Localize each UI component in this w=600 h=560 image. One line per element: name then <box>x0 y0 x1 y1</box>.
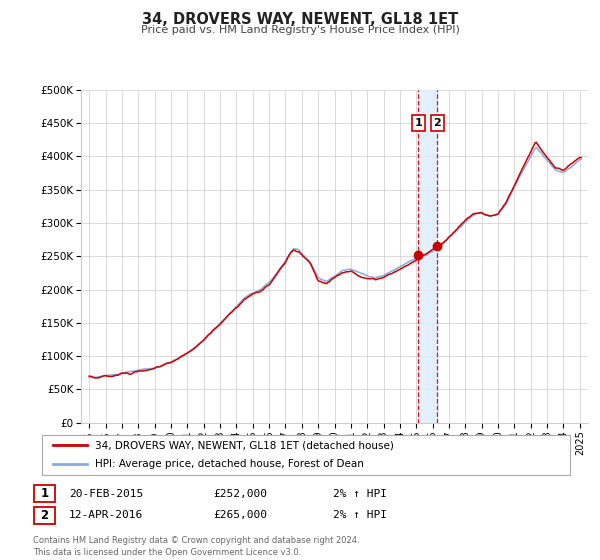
Bar <box>418 90 437 423</box>
Text: Contains HM Land Registry data © Crown copyright and database right 2024.: Contains HM Land Registry data © Crown c… <box>33 536 359 545</box>
Text: 1: 1 <box>415 118 422 128</box>
Text: 34, DROVERS WAY, NEWENT, GL18 1ET (detached house): 34, DROVERS WAY, NEWENT, GL18 1ET (detac… <box>95 441 394 450</box>
Text: £265,000: £265,000 <box>213 510 267 520</box>
Text: 34, DROVERS WAY, NEWENT, GL18 1ET: 34, DROVERS WAY, NEWENT, GL18 1ET <box>142 12 458 27</box>
Text: 2: 2 <box>433 118 441 128</box>
Text: 2% ↑ HPI: 2% ↑ HPI <box>333 510 387 520</box>
Text: Price paid vs. HM Land Registry's House Price Index (HPI): Price paid vs. HM Land Registry's House … <box>140 25 460 35</box>
Text: 12-APR-2016: 12-APR-2016 <box>69 510 143 520</box>
Text: 2: 2 <box>40 508 49 522</box>
Text: 20-FEB-2015: 20-FEB-2015 <box>69 489 143 499</box>
Text: 1: 1 <box>40 487 49 501</box>
Text: 2% ↑ HPI: 2% ↑ HPI <box>333 489 387 499</box>
Text: This data is licensed under the Open Government Licence v3.0.: This data is licensed under the Open Gov… <box>33 548 301 557</box>
Text: £252,000: £252,000 <box>213 489 267 499</box>
Text: HPI: Average price, detached house, Forest of Dean: HPI: Average price, detached house, Fore… <box>95 459 364 469</box>
